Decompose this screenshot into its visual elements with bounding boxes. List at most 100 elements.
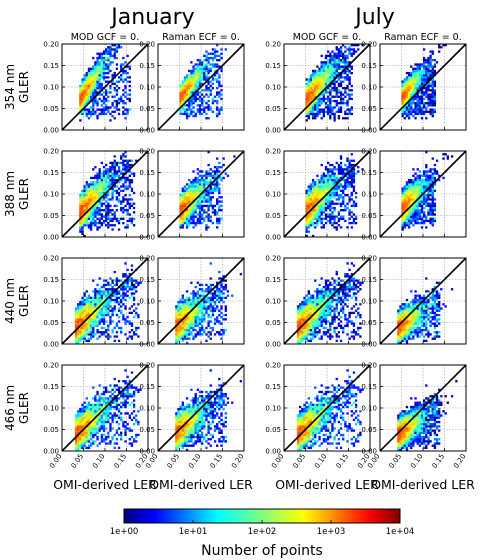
density-cell <box>179 311 182 315</box>
density-cell <box>322 80 325 83</box>
density-cell <box>307 217 310 220</box>
density-cell <box>344 183 347 186</box>
density-cell <box>130 221 134 225</box>
density-cell <box>132 174 136 177</box>
density-cell <box>327 335 330 338</box>
density-cell <box>185 112 189 116</box>
density-cell <box>425 91 428 94</box>
density-cell <box>301 301 304 304</box>
density-cell <box>350 191 353 195</box>
density-cell <box>107 71 110 75</box>
density-cell <box>111 161 114 165</box>
density-cell <box>425 74 428 77</box>
density-cell <box>333 290 336 293</box>
density-cell <box>109 69 112 73</box>
density-cell <box>346 178 349 182</box>
density-cell <box>100 200 103 203</box>
density-cell <box>100 76 103 79</box>
density-cell <box>318 318 321 321</box>
density-cell <box>431 67 434 70</box>
density-cell <box>350 65 353 68</box>
density-cell <box>115 313 119 317</box>
density-cell <box>333 307 336 310</box>
density-cell <box>201 198 204 201</box>
density-cell <box>222 292 225 295</box>
density-cell <box>92 316 95 319</box>
density-cell <box>420 65 424 68</box>
density-cell <box>305 298 308 302</box>
density-cell <box>337 114 341 118</box>
density-cell <box>194 296 197 299</box>
density-cell <box>83 206 86 210</box>
density-cell <box>92 322 95 325</box>
density-cell <box>213 294 217 297</box>
density-cell <box>192 301 195 304</box>
density-cell <box>305 108 308 111</box>
density-cell <box>414 194 417 197</box>
density-cell <box>102 97 106 101</box>
density-cell <box>205 183 208 186</box>
density-cell <box>92 200 95 203</box>
density-cell <box>181 191 184 195</box>
density-cell <box>412 213 415 216</box>
density-cell <box>307 108 310 111</box>
density-cell <box>81 189 84 192</box>
density-cell <box>318 185 321 188</box>
density-cell <box>337 331 341 334</box>
density-cell <box>111 187 114 190</box>
density-cell <box>196 189 199 192</box>
density-cell <box>337 185 341 188</box>
density-cell <box>344 275 347 278</box>
density-cell <box>94 316 97 319</box>
density-cell <box>185 211 189 214</box>
density-cell <box>305 215 308 218</box>
density-cell <box>107 283 110 287</box>
density-cell <box>190 112 193 116</box>
density-cell <box>185 89 189 92</box>
density-cell <box>314 93 317 96</box>
density-cell <box>102 178 106 182</box>
density-cell <box>416 93 419 96</box>
density-cell <box>130 292 134 295</box>
density-cell <box>425 202 428 205</box>
density-cell <box>429 99 432 103</box>
density-cell <box>100 181 103 184</box>
density-cell <box>92 112 95 116</box>
density-cell <box>92 65 95 68</box>
density-cell <box>329 78 332 81</box>
density-cell <box>92 309 95 312</box>
density-cell <box>301 309 304 312</box>
density-cell <box>185 298 189 302</box>
density-cell <box>179 301 182 304</box>
density-cell <box>183 82 187 85</box>
density-cell <box>322 93 325 96</box>
density-cell <box>307 89 310 92</box>
density-cell <box>305 87 308 90</box>
density-cell <box>416 209 419 212</box>
density-cell <box>122 198 125 201</box>
density-cell <box>79 84 82 88</box>
density-cell <box>107 209 110 212</box>
density-cell <box>107 213 110 216</box>
density-cell <box>412 93 415 96</box>
density-cell <box>105 328 108 332</box>
density-cell <box>322 318 325 321</box>
density-cell <box>307 339 310 342</box>
density-cell <box>412 215 415 218</box>
density-cell <box>314 209 317 212</box>
density-cell <box>305 209 308 212</box>
density-cell <box>98 69 101 73</box>
density-cell <box>79 318 82 321</box>
density-cell <box>105 296 108 299</box>
density-cell <box>412 80 415 83</box>
density-cell <box>188 213 191 216</box>
density-cell <box>316 311 319 315</box>
density-cell <box>433 99 437 103</box>
density-cell <box>342 97 345 101</box>
density-cell <box>126 187 129 190</box>
density-cell <box>198 288 202 291</box>
density-cell <box>192 114 195 118</box>
density-cell <box>107 303 110 306</box>
density-cell <box>410 200 413 203</box>
density-cell <box>79 204 82 208</box>
